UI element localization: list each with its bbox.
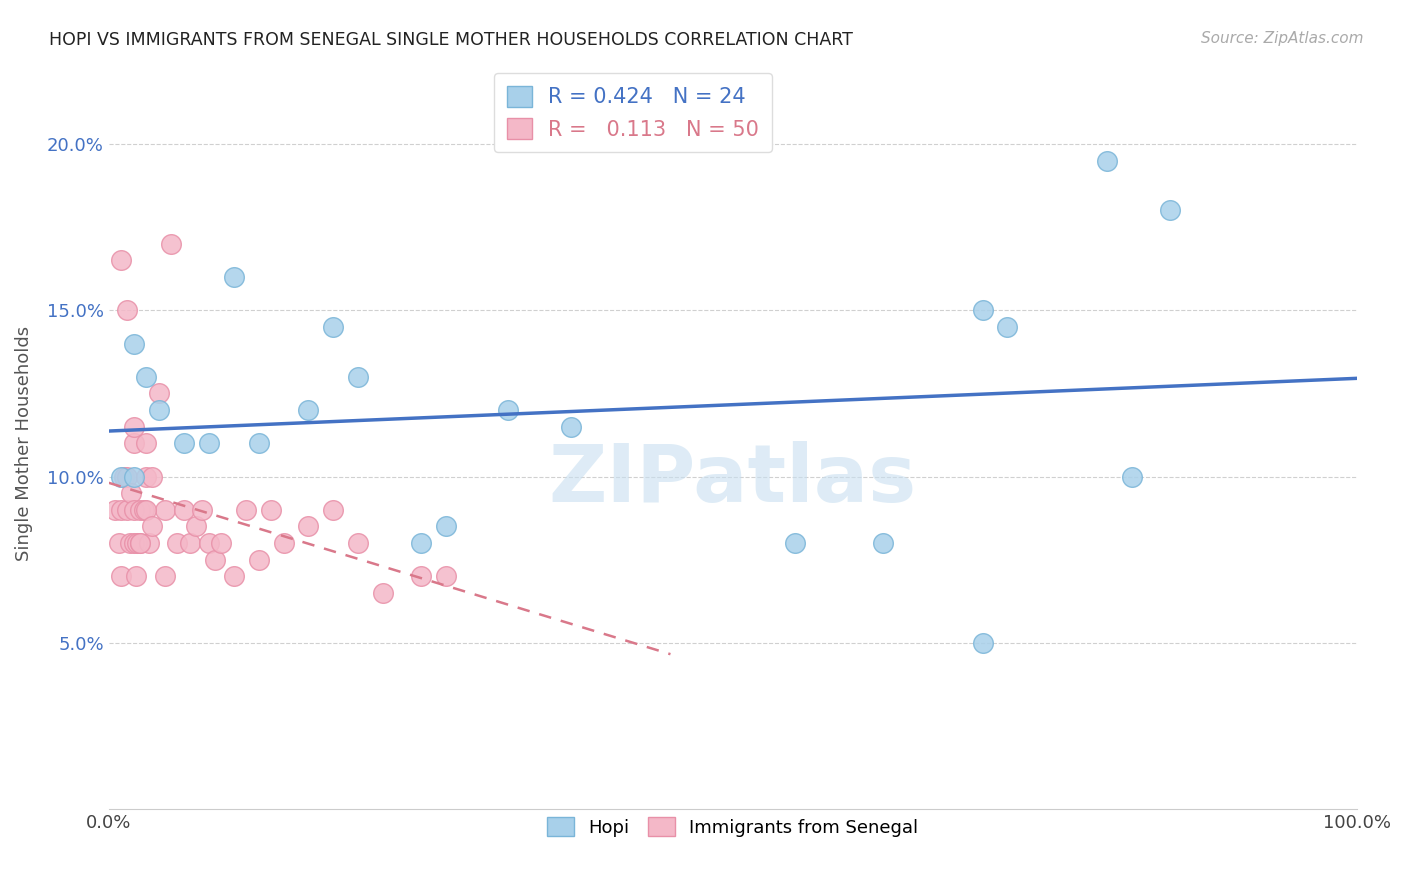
Point xyxy=(434,519,457,533)
Point xyxy=(110,503,132,517)
Point xyxy=(197,536,219,550)
Point xyxy=(129,536,152,550)
Point xyxy=(138,536,160,550)
Point xyxy=(117,503,139,517)
Point xyxy=(347,369,370,384)
Point xyxy=(179,536,201,550)
Point xyxy=(110,469,132,483)
Point xyxy=(297,519,319,533)
Point xyxy=(209,536,232,550)
Point xyxy=(173,503,195,517)
Point xyxy=(409,569,432,583)
Point xyxy=(112,469,135,483)
Point xyxy=(322,319,344,334)
Point xyxy=(373,586,395,600)
Point xyxy=(117,303,139,318)
Point xyxy=(141,519,163,533)
Point xyxy=(132,503,155,517)
Y-axis label: Single Mother Households: Single Mother Households xyxy=(15,326,32,561)
Point xyxy=(322,503,344,517)
Point xyxy=(434,569,457,583)
Point xyxy=(110,569,132,583)
Point xyxy=(135,369,157,384)
Point xyxy=(247,552,270,566)
Point xyxy=(127,536,149,550)
Point xyxy=(191,503,214,517)
Point xyxy=(273,536,295,550)
Point xyxy=(872,536,894,550)
Point xyxy=(297,403,319,417)
Point xyxy=(141,469,163,483)
Text: ZIPatlas: ZIPatlas xyxy=(548,441,917,519)
Point xyxy=(997,319,1019,334)
Point xyxy=(173,436,195,450)
Point xyxy=(122,536,145,550)
Point xyxy=(166,536,188,550)
Point xyxy=(135,469,157,483)
Point xyxy=(197,436,219,450)
Point xyxy=(104,503,127,517)
Point xyxy=(972,303,994,318)
Point xyxy=(1159,203,1181,218)
Point xyxy=(204,552,226,566)
Point xyxy=(1121,469,1143,483)
Point xyxy=(222,270,245,285)
Point xyxy=(110,253,132,268)
Point xyxy=(122,336,145,351)
Point xyxy=(107,536,129,550)
Point xyxy=(496,403,519,417)
Point xyxy=(247,436,270,450)
Point xyxy=(1097,153,1119,168)
Point xyxy=(117,469,139,483)
Point xyxy=(235,503,257,517)
Text: HOPI VS IMMIGRANTS FROM SENEGAL SINGLE MOTHER HOUSEHOLDS CORRELATION CHART: HOPI VS IMMIGRANTS FROM SENEGAL SINGLE M… xyxy=(49,31,853,49)
Text: Source: ZipAtlas.com: Source: ZipAtlas.com xyxy=(1201,31,1364,46)
Point xyxy=(122,419,145,434)
Point xyxy=(135,436,157,450)
Point xyxy=(129,503,152,517)
Point xyxy=(122,469,145,483)
Point xyxy=(153,569,176,583)
Point xyxy=(129,536,152,550)
Point xyxy=(148,403,170,417)
Point xyxy=(260,503,283,517)
Legend: Hopi, Immigrants from Senegal: Hopi, Immigrants from Senegal xyxy=(540,810,925,844)
Point xyxy=(972,636,994,650)
Point xyxy=(125,569,148,583)
Point xyxy=(222,569,245,583)
Point xyxy=(122,436,145,450)
Point xyxy=(560,419,582,434)
Point xyxy=(135,503,157,517)
Point xyxy=(785,536,807,550)
Point xyxy=(347,536,370,550)
Point xyxy=(122,503,145,517)
Point xyxy=(120,486,142,500)
Point xyxy=(153,503,176,517)
Point xyxy=(184,519,207,533)
Point xyxy=(409,536,432,550)
Point xyxy=(160,236,183,251)
Point xyxy=(148,386,170,401)
Point xyxy=(118,536,141,550)
